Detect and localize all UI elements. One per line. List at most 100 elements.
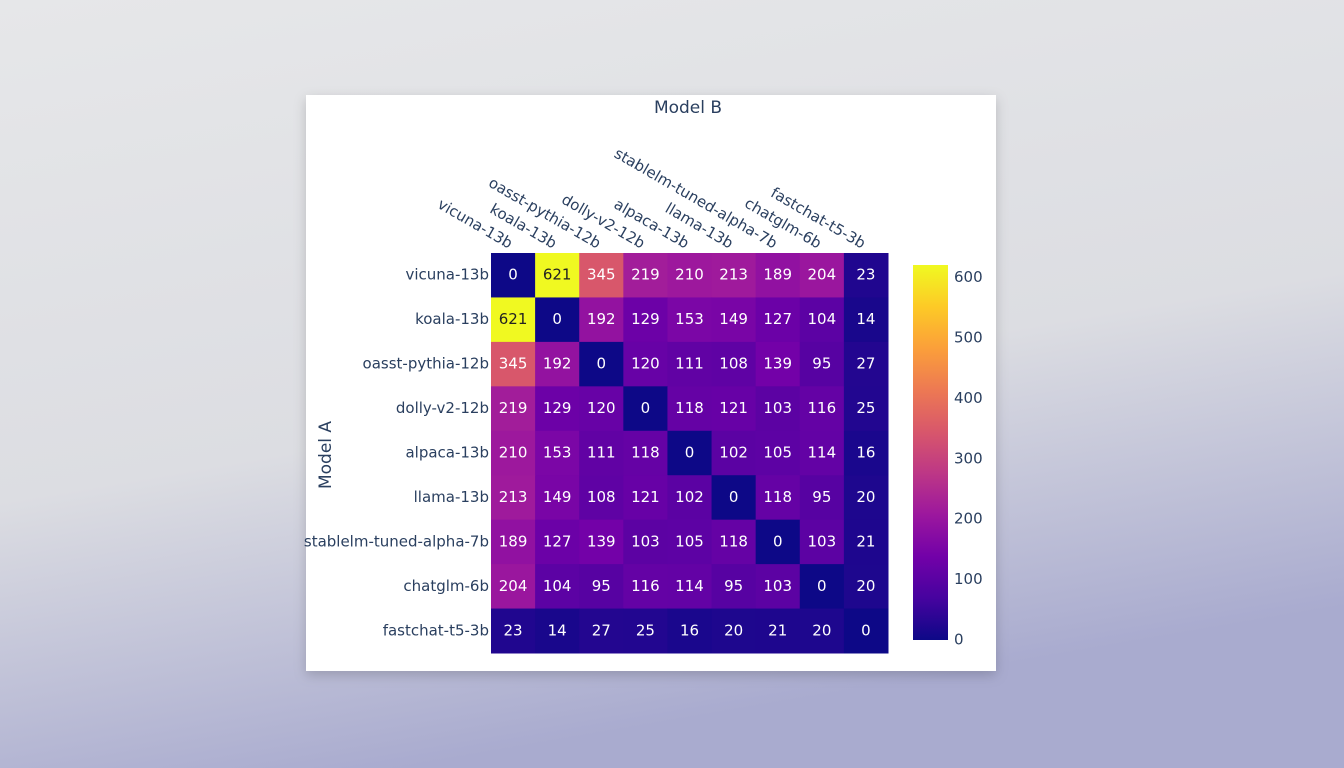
- cell-label: 114: [675, 577, 704, 595]
- heatmap-cell: [667, 253, 713, 298]
- cell-label: 14: [548, 621, 567, 639]
- colorbar-tick-label: 400: [954, 389, 983, 407]
- heatmap-cell: [667, 341, 713, 387]
- cell-label: 103: [763, 399, 792, 417]
- heatmap-cell: [799, 430, 845, 476]
- heatmap-cell: [755, 475, 801, 521]
- heatmap-cell: [579, 564, 624, 610]
- heatmap-cell: [799, 386, 845, 432]
- y-tick-label: oasst-pythia-12b: [363, 355, 489, 373]
- heatmap-cell: [623, 341, 668, 387]
- cell-label: 127: [543, 532, 572, 550]
- heatmap-cell: [843, 253, 889, 298]
- heatmap-cell: [579, 430, 624, 476]
- colorbar-tick-label: 200: [954, 510, 983, 528]
- cell-label: 25: [856, 399, 875, 417]
- heatmap-cell: [623, 519, 668, 565]
- cell-label: 118: [719, 532, 748, 550]
- cell-label: 20: [724, 621, 743, 639]
- heatmap-cell: [843, 608, 889, 654]
- heatmap-cell: [755, 564, 801, 610]
- cell-label: 118: [763, 488, 792, 506]
- cell-label: 210: [675, 266, 704, 284]
- heatmap-cell: [623, 253, 668, 298]
- heatmap-cell: [799, 253, 845, 298]
- cell-label: 116: [631, 577, 660, 595]
- cell-label: 104: [543, 577, 572, 595]
- cell-label: 16: [680, 621, 699, 639]
- heatmap-cell: [667, 519, 713, 565]
- cell-label: 213: [499, 488, 528, 506]
- heatmap-cell: [755, 297, 801, 343]
- heatmap-cell: [491, 253, 536, 298]
- cell-label: 204: [499, 577, 528, 595]
- colorbar-tick-label: 100: [954, 570, 983, 588]
- heatmap-cell: [711, 475, 757, 521]
- heatmap-cell: [667, 430, 713, 476]
- cell-label: 219: [499, 399, 528, 417]
- cell-label: 20: [856, 488, 875, 506]
- y-tick-label: dolly-v2-12b: [396, 399, 489, 417]
- y-tick-label: chatglm-6b: [403, 577, 489, 595]
- cell-label: 95: [592, 577, 611, 595]
- heatmap-cell: [491, 341, 536, 387]
- cell-label: 95: [724, 577, 743, 595]
- heatmap-cell: [491, 519, 536, 565]
- colorbar: [913, 265, 948, 640]
- cell-label: 0: [773, 532, 783, 550]
- heatmap-cell: [535, 253, 580, 298]
- cell-label: 0: [508, 266, 518, 284]
- cell-label: 621: [543, 266, 572, 284]
- cell-label: 153: [543, 444, 572, 462]
- cell-label: 23: [856, 266, 875, 284]
- heatmap-cell: [623, 430, 668, 476]
- cell-label: 121: [719, 399, 748, 417]
- cell-label: 102: [675, 488, 704, 506]
- cell-label: 139: [763, 355, 792, 373]
- heatmap-cell: [711, 341, 757, 387]
- heatmap-cell: [711, 608, 757, 654]
- cell-label: 189: [499, 532, 528, 550]
- heatmap-cell: [491, 475, 536, 521]
- cell-label: 108: [719, 355, 748, 373]
- cell-label: 105: [675, 532, 704, 550]
- cell-label: 103: [631, 532, 660, 550]
- heatmap-cell: [799, 475, 845, 521]
- cell-label: 0: [597, 355, 607, 373]
- cell-label: 149: [543, 488, 572, 506]
- cell-label: 139: [587, 532, 616, 550]
- heatmap-cell: [623, 608, 668, 654]
- cell-label: 120: [587, 399, 616, 417]
- colorbar-tick-label: 0: [954, 631, 964, 649]
- cell-label: 20: [812, 621, 831, 639]
- heatmap-cell: [535, 341, 580, 387]
- heatmap-cell: [799, 564, 845, 610]
- heatmap-cell: [755, 253, 801, 298]
- cell-label: 95: [812, 488, 831, 506]
- cell-label: 27: [856, 355, 875, 373]
- cell-label: 0: [552, 310, 562, 328]
- cell-label: 102: [719, 444, 748, 462]
- cell-label: 103: [763, 577, 792, 595]
- y-tick-label: koala-13b: [415, 310, 489, 328]
- cell-label: 116: [808, 399, 837, 417]
- cell-label: 25: [636, 621, 655, 639]
- cell-label: 111: [675, 355, 704, 373]
- heatmap-cell: [491, 430, 536, 476]
- cell-label: 129: [543, 399, 572, 417]
- heatmap-cell: [491, 564, 536, 610]
- cell-label: 118: [631, 444, 660, 462]
- cell-label: 0: [641, 399, 651, 417]
- cell-label: 621: [499, 310, 528, 328]
- heatmap-cell: [711, 564, 757, 610]
- y-tick-label: vicuna-13b: [405, 266, 489, 284]
- heatmap-cell: [667, 475, 713, 521]
- cell-label: 16: [856, 444, 875, 462]
- heatmap-cell: [843, 297, 889, 343]
- cell-label: 118: [675, 399, 704, 417]
- cell-label: 103: [808, 532, 837, 550]
- heatmap-cell: [535, 297, 580, 343]
- cell-label: 121: [631, 488, 660, 506]
- cell-label: 204: [808, 266, 837, 284]
